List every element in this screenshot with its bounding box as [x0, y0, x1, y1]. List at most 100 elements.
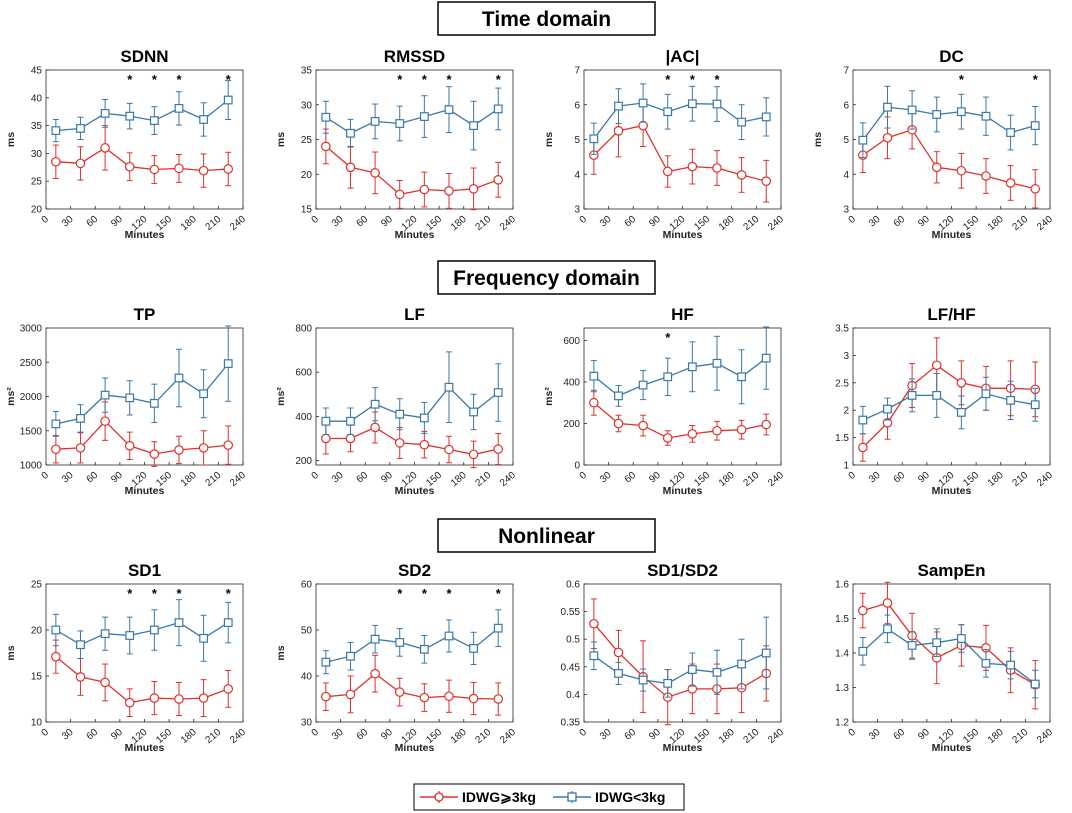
section-title-frequency: Frequency domain: [453, 267, 640, 290]
x-tick-label: 30: [330, 470, 346, 486]
series-idwg-low: [858, 614, 1040, 699]
y-tick-label: 50: [301, 626, 313, 637]
data-point-square: [614, 669, 623, 678]
series-idwg-low: [321, 86, 503, 151]
series-idwg-high: [51, 401, 234, 467]
data-point-square: [321, 416, 331, 426]
data-point-square: [469, 407, 478, 417]
y-tick-label: 0: [574, 461, 580, 472]
series-idwg-low: [321, 609, 503, 675]
data-point-circle: [75, 672, 86, 682]
significance-star: *: [422, 72, 428, 87]
y-axis-label: ms²: [275, 387, 287, 406]
plot-frame: [315, 583, 514, 723]
data-point-square: [663, 372, 673, 382]
data-point-square: [761, 112, 771, 122]
x-tick-label: 30: [330, 214, 346, 230]
legend-red-label: IDWG⩾3kg: [462, 789, 536, 805]
section-header-nonlinear: Nonlinear: [437, 518, 656, 553]
x-tick-label: 90: [379, 727, 395, 743]
y-axis-label: ms²: [543, 387, 555, 406]
significance-star: *: [152, 72, 158, 87]
series-idwg-low: [51, 325, 233, 437]
data-point-square: [149, 398, 159, 408]
y-tick-label: 1.2: [835, 718, 849, 729]
data-point-square: [907, 641, 917, 650]
y-tick-label: 15: [301, 205, 313, 216]
data-point-circle: [1030, 184, 1041, 194]
data-point-circle: [75, 158, 86, 169]
significance-star: *: [422, 586, 428, 601]
legend-red-marker: [420, 791, 458, 803]
data-point-square: [1030, 679, 1040, 689]
data-point-circle: [419, 184, 430, 195]
data-point-square: [419, 644, 429, 654]
data-point-circle: [198, 165, 209, 176]
x-tick-label: 30: [867, 214, 883, 230]
plot-frame: [45, 327, 244, 466]
data-point-square: [444, 105, 454, 115]
data-point-circle: [223, 684, 234, 694]
y-tick-label: 35: [31, 121, 43, 132]
significance-star: *: [127, 586, 133, 601]
x-tick-label: 180: [717, 214, 737, 233]
y-tick-label: 200: [563, 419, 580, 430]
data-point-circle: [394, 438, 405, 448]
x-tick-label: 210: [741, 470, 761, 489]
data-point-square: [907, 391, 917, 400]
data-point-circle: [931, 360, 942, 371]
x-tick-label: 30: [60, 727, 76, 743]
x-tick-label: 240: [1035, 214, 1055, 233]
y-tick-label: 10: [31, 718, 43, 729]
y-tick-label: 0.6: [566, 580, 580, 591]
data-point-square: [932, 391, 942, 400]
data-point-square: [1006, 395, 1015, 405]
x-tick-label: 60: [85, 727, 101, 743]
data-point-circle: [736, 170, 747, 180]
y-tick-label: 0.55: [561, 607, 581, 618]
y-tick-label: 1.6: [835, 580, 849, 591]
significance-star: *: [714, 72, 720, 87]
y-tick-label: 7: [574, 66, 580, 77]
panel-title: TP: [134, 305, 156, 324]
data-point-square: [419, 413, 429, 423]
data-point-square: [663, 107, 673, 117]
x-tick-label: 60: [892, 214, 908, 230]
data-point-square: [589, 651, 599, 661]
data-point-circle: [687, 429, 698, 439]
data-point-square: [638, 98, 648, 108]
data-point-square: [51, 625, 61, 635]
series-idwg-low: [51, 80, 233, 143]
data-point-square: [149, 625, 159, 635]
data-point-circle: [444, 186, 454, 196]
data-point-square: [223, 618, 233, 628]
data-point-square: [614, 391, 623, 401]
data-point-square: [51, 126, 61, 136]
data-point-square: [346, 416, 355, 426]
data-point-circle: [370, 168, 380, 178]
data-point-circle: [124, 441, 135, 451]
data-point-square: [76, 640, 85, 650]
data-point-circle: [51, 651, 61, 662]
data-point-circle: [613, 647, 624, 658]
y-tick-label: 2500: [20, 358, 43, 369]
data-point-circle: [736, 424, 747, 435]
data-point-square: [125, 631, 135, 640]
significance-star: *: [176, 72, 182, 87]
x-axis-label: Minutes: [125, 229, 165, 241]
series-idwg-high: [51, 125, 234, 188]
y-tick-label: 800: [295, 324, 312, 335]
data-point-square: [100, 390, 110, 400]
data-point-square: [907, 105, 917, 115]
y-tick-label: 30: [301, 100, 313, 111]
y-tick-label: 200: [295, 456, 312, 467]
data-point-square: [419, 112, 429, 121]
data-point-circle: [858, 605, 868, 616]
data-point-square: [761, 353, 771, 363]
y-tick-label: 40: [31, 93, 43, 104]
data-point-square: [883, 404, 892, 414]
data-point-square: [370, 117, 380, 126]
